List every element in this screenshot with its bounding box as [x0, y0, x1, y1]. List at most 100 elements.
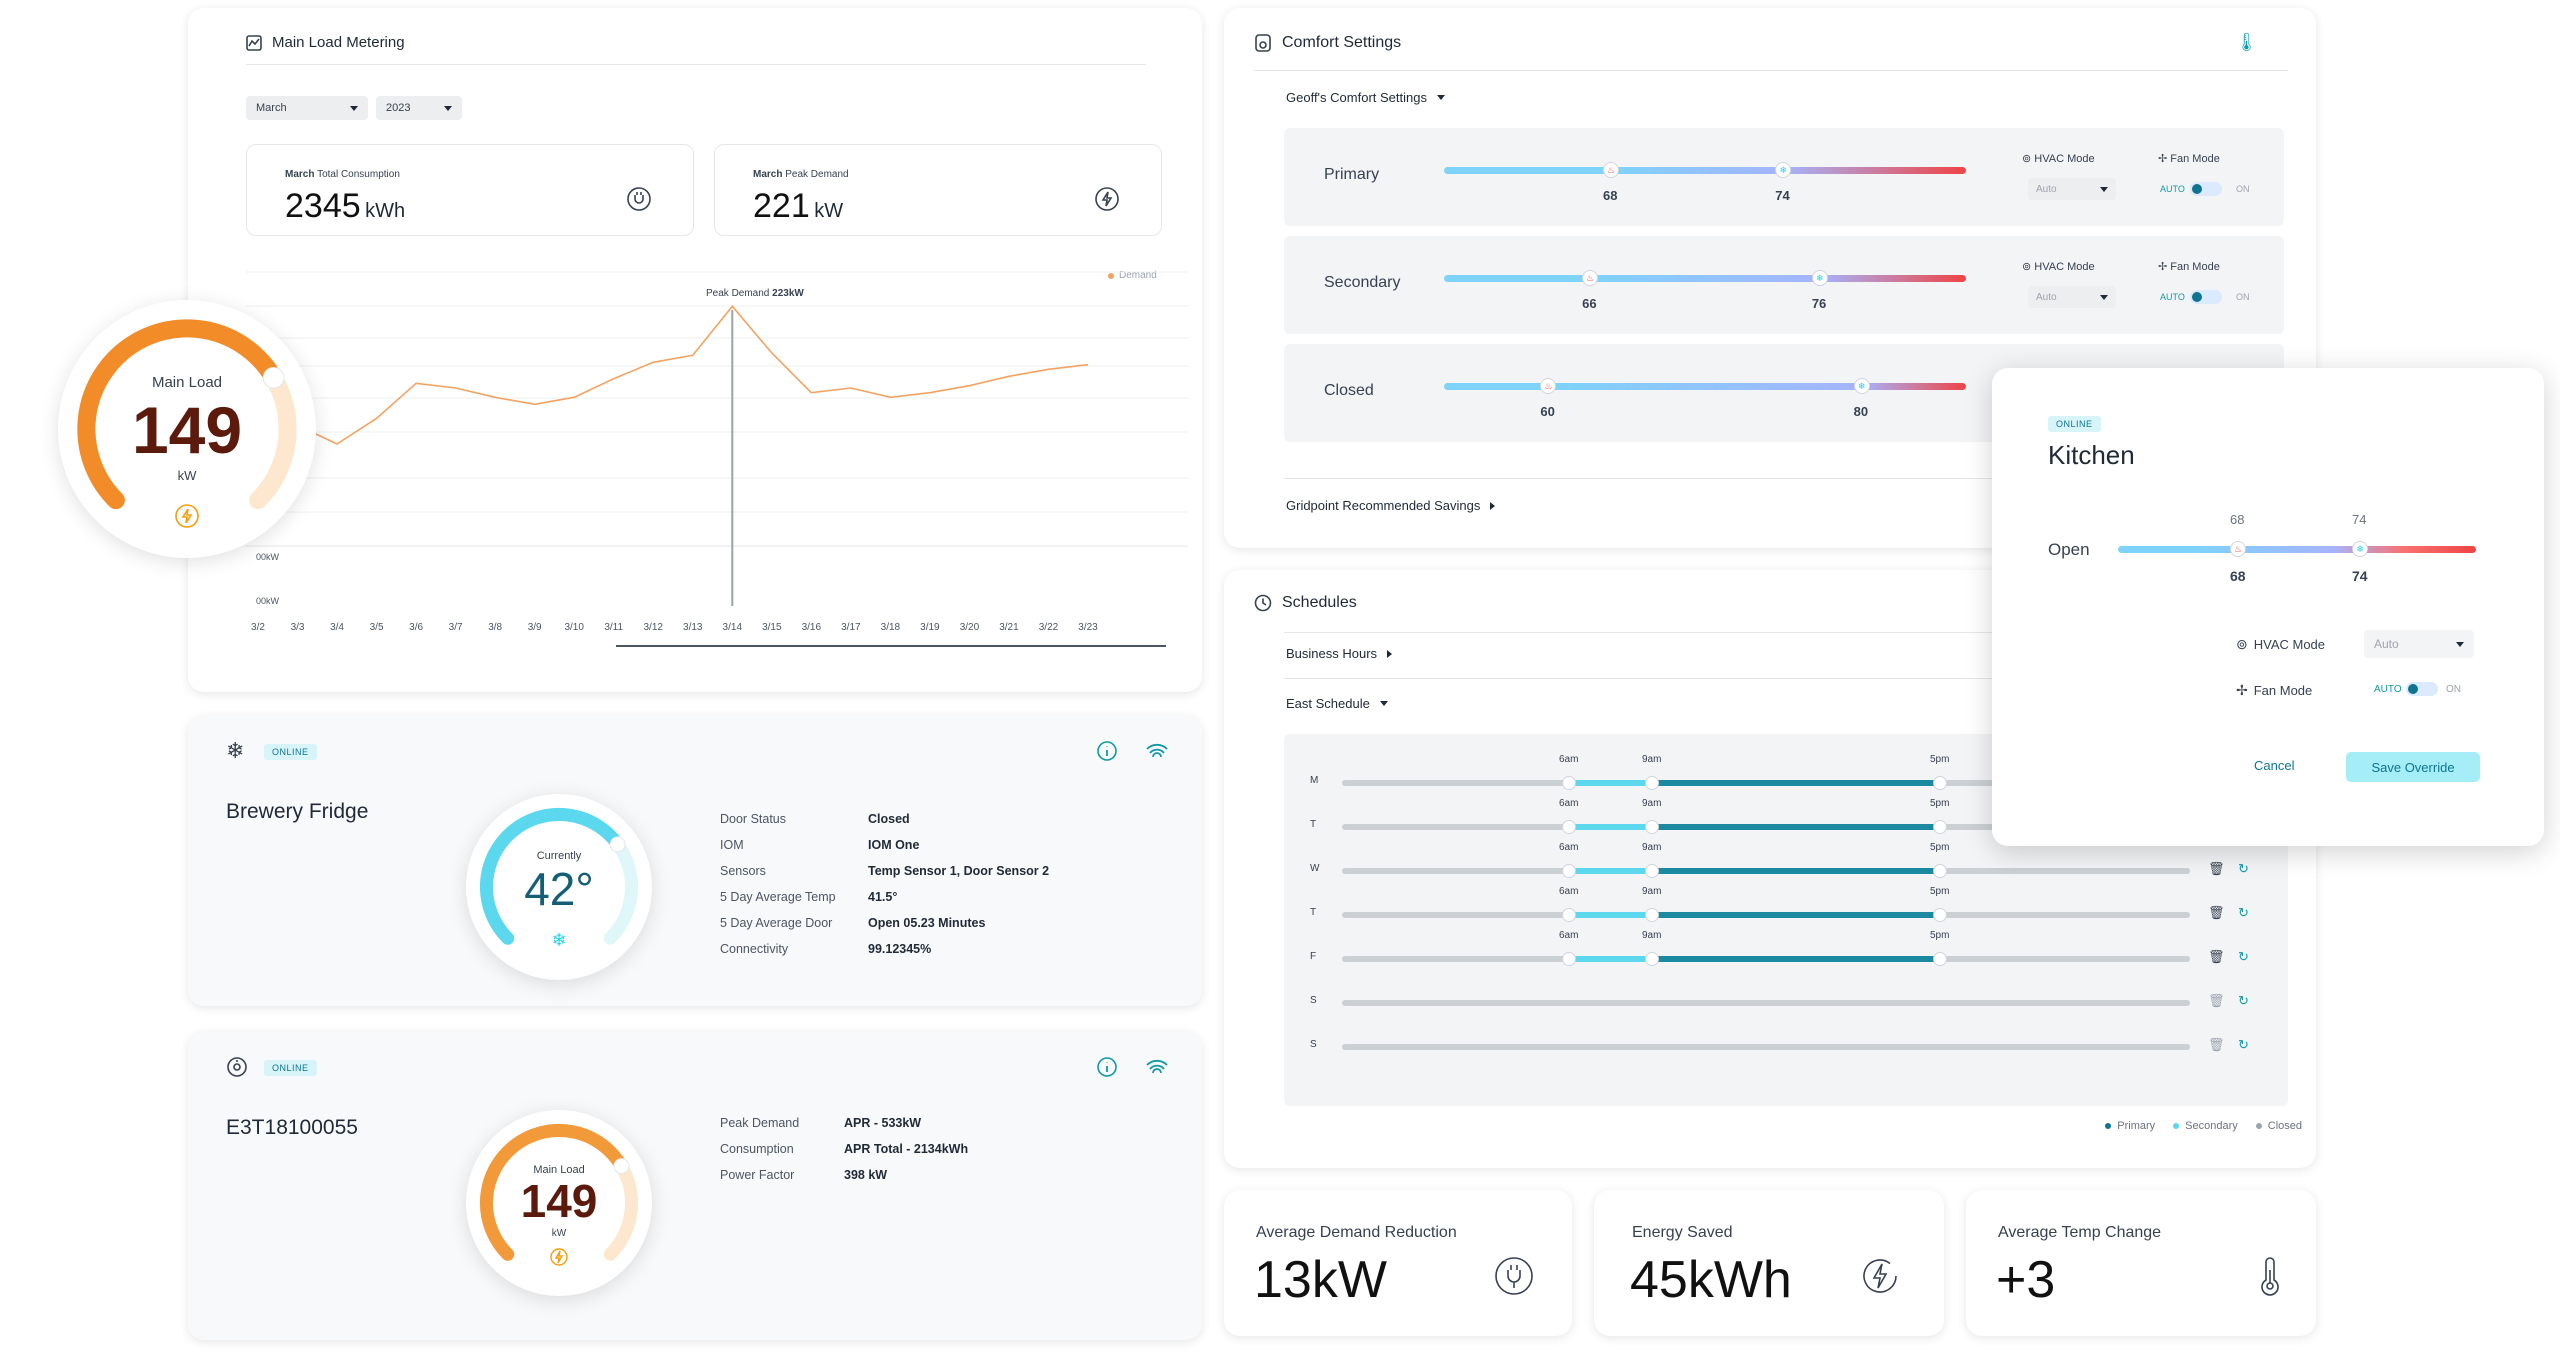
schedule-handle[interactable]	[1645, 776, 1659, 790]
kitchen-temp-slider[interactable]	[2118, 546, 2476, 553]
secondary-segment	[1569, 780, 1652, 786]
temp-range-slider[interactable]	[1444, 275, 1966, 282]
energy-cycle-icon	[1095, 187, 1119, 211]
info-value: Temp Sensor 1, Door Sensor 2	[868, 864, 1050, 878]
schedule-handle[interactable]	[1562, 776, 1576, 790]
business-hours-toggle[interactable]: Business Hours	[1286, 646, 1393, 661]
schedule-handle[interactable]	[1933, 820, 1947, 834]
profile-select[interactable]: Geoff's Comfort Settings	[1286, 90, 1445, 105]
thermometer-icon	[2261, 1257, 2279, 1296]
east-schedule-toggle[interactable]: East Schedule	[1286, 696, 1388, 711]
time-label: 5pm	[1930, 930, 1950, 941]
x-tick-label: 3/20	[960, 622, 980, 633]
clock-reset-icon[interactable]: ↻	[2238, 861, 2249, 876]
cancel-button[interactable]: Cancel	[2254, 758, 2295, 773]
fan-toggle[interactable]	[2190, 182, 2222, 196]
heat-knob[interactable]: ♨	[1582, 270, 1599, 286]
schedule-handle[interactable]	[1933, 776, 1947, 790]
schedule-handle[interactable]	[1933, 908, 1947, 922]
peak-demand-value: 221	[753, 187, 810, 225]
kitchen-fan-toggle[interactable]	[2406, 682, 2438, 696]
temperature-settings-icon[interactable]: 🌡	[2235, 32, 2258, 52]
x-tick-label: 3/12	[644, 622, 664, 633]
fridge-gauge: Currently 42° ❄	[466, 794, 652, 980]
legend-item: Secondary	[2173, 1120, 2238, 1132]
clock-reset-icon[interactable]: ↻	[2238, 993, 2249, 1008]
plug-icon	[1495, 1257, 1533, 1295]
schedule-track[interactable]	[1342, 1000, 2190, 1006]
meter-card[interactable]: ONLINE E3T18100055 Main Load 149 kW Peak…	[188, 1032, 1202, 1340]
x-tick-label: 3/13	[683, 622, 703, 633]
gauge-fill	[77, 319, 283, 510]
secondary-segment	[1569, 956, 1652, 962]
fan-toggle[interactable]	[2190, 290, 2222, 304]
schedule-handle[interactable]	[1645, 952, 1659, 966]
schedule-handle[interactable]	[1562, 820, 1576, 834]
fridge-card[interactable]: ❄ ONLINE Brewery Fridge Currently 42° ❄ …	[188, 716, 1202, 1006]
cool-knob[interactable]: ❄	[2352, 541, 2368, 557]
clock-reset-icon[interactable]: ↻	[2238, 905, 2249, 920]
schedule-handle[interactable]	[1645, 908, 1659, 922]
clock-reset-icon[interactable]: ↻	[2238, 1037, 2249, 1052]
hvac-mode-select[interactable]: Auto	[2028, 286, 2116, 308]
info-icon[interactable]	[1096, 1056, 1118, 1078]
x-tick-label: 3/22	[1039, 622, 1059, 633]
x-tick-label: 3/5	[370, 622, 384, 633]
info-label: Consumption	[720, 1142, 794, 1156]
schedule-handle[interactable]	[1562, 908, 1576, 922]
x-tick-label: 3/21	[999, 622, 1019, 633]
schedule-handle[interactable]	[1645, 820, 1659, 834]
schedule-handle[interactable]	[1933, 864, 1947, 878]
chevron-down-icon	[350, 105, 358, 111]
trash-icon[interactable]: 🗑	[2208, 949, 2225, 964]
high-setpoint: 76	[1811, 296, 1827, 311]
zone-row	[1284, 236, 2284, 334]
chevron-down-icon	[2100, 186, 2108, 192]
savings-toggle[interactable]: Gridpoint Recommended Savings	[1286, 498, 1496, 513]
clock-reset-icon[interactable]: ↻	[2238, 949, 2249, 964]
high-setpoint: 74	[1775, 188, 1790, 203]
kitchen-hvac-select[interactable]: Auto	[2364, 630, 2474, 658]
schedule-track[interactable]	[1342, 1044, 2190, 1050]
info-label: Power Factor	[720, 1168, 795, 1182]
energy-cycle-icon	[1863, 1259, 1897, 1293]
stat-value: 13kW	[1254, 1251, 1387, 1309]
schedule-handle[interactable]	[1562, 864, 1576, 878]
heat-knob[interactable]: ♨	[2230, 541, 2246, 557]
x-tick-label: 3/6	[409, 622, 423, 633]
meter-icon	[227, 1057, 247, 1077]
gauge-fill	[479, 807, 625, 945]
month-select[interactable]: March	[246, 96, 368, 120]
save-override-button[interactable]: Save Override	[2346, 752, 2480, 782]
temp-range-slider[interactable]	[1444, 383, 1966, 390]
chevron-down-icon	[1436, 95, 1445, 100]
day-label: W	[1310, 863, 1320, 874]
trash-icon[interactable]: 🗑	[2208, 905, 2225, 920]
cool-knob[interactable]: ❄	[1853, 378, 1870, 394]
temp-range-slider[interactable]	[1444, 167, 1966, 174]
secondary-segment	[1569, 912, 1652, 918]
snowflake-icon: ❄	[226, 738, 245, 763]
cool-knob[interactable]: ❄	[1775, 162, 1792, 178]
heat-knob[interactable]: ♨	[1603, 162, 1620, 178]
heat-knob[interactable]: ♨	[1540, 378, 1557, 394]
year-select[interactable]: 2023	[376, 96, 462, 120]
chevron-down-icon	[2100, 294, 2108, 300]
fan-icon: ✢	[2236, 682, 2248, 698]
low-setpoint: 66	[1582, 296, 1597, 311]
x-tick-label: 3/3	[291, 622, 305, 633]
day-label: F	[1310, 951, 1317, 962]
schedule-handle[interactable]	[1645, 864, 1659, 878]
cool-knob[interactable]: ❄	[1811, 270, 1828, 286]
energy-icon	[175, 504, 199, 528]
trash-icon[interactable]: 🗑	[2208, 1037, 2225, 1052]
schedule-handle[interactable]	[1562, 952, 1576, 966]
trash-icon[interactable]: 🗑	[2208, 861, 2225, 876]
auto-label: AUTO	[2160, 184, 2185, 194]
trash-icon[interactable]: 🗑	[2208, 993, 2225, 1008]
hvac-mode-select[interactable]: Auto	[2028, 178, 2116, 200]
info-label: IOM	[720, 838, 744, 852]
info-icon[interactable]	[1096, 740, 1118, 762]
schedule-handle[interactable]	[1933, 952, 1947, 966]
time-label: 5pm	[1930, 886, 1950, 897]
